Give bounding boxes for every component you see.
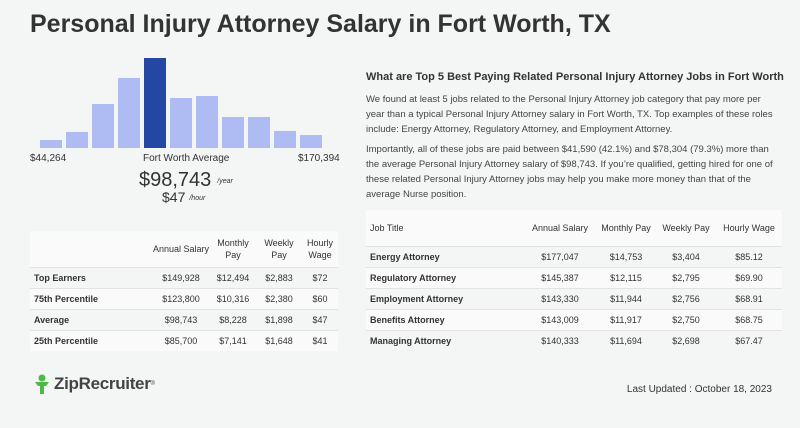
histogram-max-label: $170,394 [298,153,340,164]
salary-histogram [40,58,326,148]
table-cell: $1,648 [256,330,302,351]
table-cell: $1,898 [256,309,302,331]
row-label: Employment Attorney [366,288,524,310]
table-cell: $72 [302,267,338,289]
histogram-bar [274,131,296,148]
row-label: Benefits Attorney [366,309,524,331]
table-header: Monthly Pay [210,231,256,268]
table-cell: $143,330 [524,288,596,310]
histogram-bar [196,96,218,148]
table-cell: $47 [302,309,338,331]
table-cell: $68.91 [716,288,782,310]
histogram-average-label: Fort Worth Average [143,153,230,164]
related-jobs-table: Job Title Annual Salary Monthly Pay Week… [366,210,782,351]
table-cell: $2,795 [656,267,716,289]
table-cell: $2,883 [256,267,302,289]
row-label: Energy Attorney [366,246,524,268]
table-header: Weekly Pay [656,210,716,247]
yearly-salary: $98,743/year [139,169,233,192]
table-header: Monthly Pay [596,210,656,247]
table-header: Annual Salary [152,231,210,268]
percentile-table: Annual Salary Monthly Pay Weekly Pay Hou… [30,231,338,351]
logo-text: ZipRecruiter [54,374,151,393]
table-cell: $14,753 [596,246,656,268]
histogram-bar [40,140,62,148]
table-header: Weekly Pay [256,231,302,268]
table-cell: $60 [302,288,338,310]
ziprecruiter-logo[interactable]: ZipRecruiter ® [33,374,155,394]
table-cell: $8,228 [210,309,256,331]
table-cell: $2,750 [656,309,716,331]
table-header-row: Job Title Annual Salary Monthly Pay Week… [366,210,782,247]
table-cell: $11,917 [596,309,656,331]
related-jobs-detail: Importantly, all of these jobs are paid … [366,144,773,200]
table-cell: $12,115 [596,267,656,289]
histogram-min-label: $44,264 [30,153,67,164]
row-label: 25th Percentile [30,330,152,351]
table-header: Annual Salary [524,210,596,247]
table-row: Managing Attorney $140,333 $11,694 $2,698 $6… [366,330,782,351]
table-row: Regulatory Attorney $145,387 $12,115 $2,795… [366,267,782,289]
table-cell: $149,928 [152,267,210,289]
row-label: Managing Attorney [366,330,524,351]
table-cell: $67.47 [716,330,782,351]
table-header-row: Annual Salary Monthly Pay Weekly Pay Hou… [30,231,338,268]
row-label: Regulatory Attorney [366,267,524,289]
yearly-salary-value: $98,743 [139,169,212,191]
histogram-bar [66,132,88,148]
table-cell: $11,694 [596,330,656,351]
table-cell: $11,944 [596,288,656,310]
table-cell: $2,380 [256,288,302,310]
histogram-bar [248,117,270,148]
table-cell: $140,333 [524,330,596,351]
histogram-bar [170,98,192,148]
person-icon [35,374,49,394]
table-cell: $69.90 [716,267,782,289]
hourly-salary-value: $47 [162,189,186,205]
table-cell: $10,316 [210,288,256,310]
page-title: Personal Injury Attorney Salary in Fort … [30,10,611,38]
table-row: 25th Percentile $85,700 $7,141 $1,648 $41 [30,330,338,351]
table-cell: $12,494 [210,267,256,289]
table-cell: $177,047 [524,246,596,268]
histogram-bar [92,104,114,148]
table-row: Benefits Attorney $143,009 $11,917 $2,750 $6… [366,309,782,331]
histogram-bar [300,135,322,148]
histogram-bar [118,78,140,148]
table-header: Hourly Wage [716,210,782,247]
table-cell: $68.75 [716,309,782,331]
row-label: Average [30,309,152,331]
histogram-bar [222,117,244,148]
table-header [30,231,152,268]
hourly-unit: /hour [189,195,206,202]
yearly-unit: /year [217,178,233,185]
related-jobs-heading: What are Top 5 Best Paying Related Perso… [366,71,784,83]
related-jobs-intro: We found at least 5 jobs related to the … [366,94,773,135]
table-cell: $41 [302,330,338,351]
row-label: 75th Percentile [30,288,152,310]
hourly-salary: $47/hour [162,189,205,207]
table-row: Employment Attorney $143,330 $11,944 $2,756… [366,288,782,310]
histogram-bar [144,58,166,148]
table-cell: $3,404 [656,246,716,268]
row-label: Top Earners [30,267,152,289]
table-cell: $145,387 [524,267,596,289]
table-cell: $98,743 [152,309,210,331]
table-cell: $7,141 [210,330,256,351]
table-row: Energy Attorney $177,047 $14,753 $3,404 $85.… [366,246,782,268]
table-cell: $143,009 [524,309,596,331]
table-cell: $2,698 [656,330,716,351]
table-header: Job Title [366,210,524,247]
last-updated: Last Updated : October 18, 2023 [626,384,772,395]
table-cell: $85.12 [716,246,782,268]
logo-registered-mark: ® [150,381,155,387]
table-cell: $85,700 [152,330,210,351]
table-row: 75th Percentile $123,800 $10,316 $2,380 $60 [30,288,338,310]
table-row: Average $98,743 $8,228 $1,898 $47 [30,309,338,331]
table-header: Hourly Wage [302,231,338,268]
table-row: Top Earners $149,928 $12,494 $2,883 $72 [30,267,338,289]
table-cell: $123,800 [152,288,210,310]
table-cell: $2,756 [656,288,716,310]
